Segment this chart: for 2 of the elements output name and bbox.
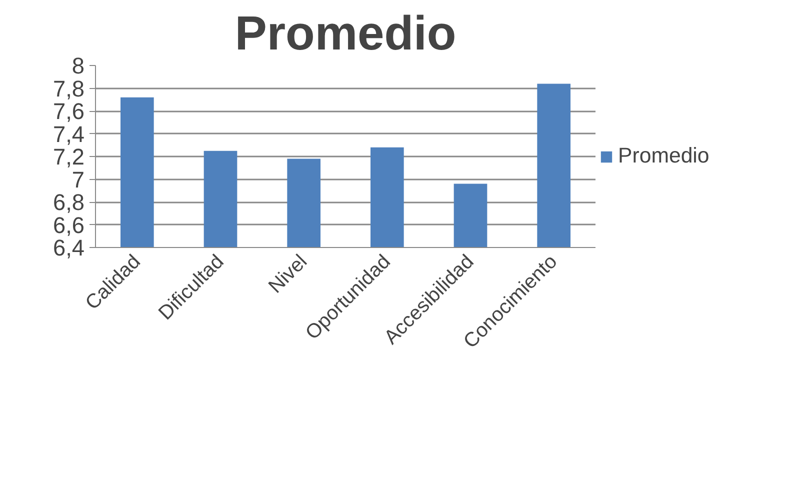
chart-title: Promedio bbox=[234, 8, 456, 60]
legend-label: Promedio bbox=[618, 144, 710, 168]
